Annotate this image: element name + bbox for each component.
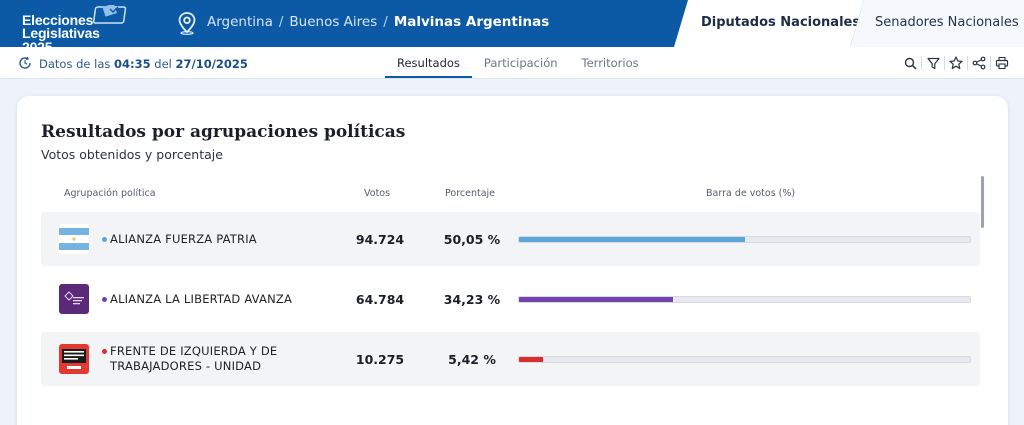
breadcrumb-district: Malvinas Argentinas — [393, 14, 550, 30]
filter-icon[interactable] — [925, 55, 941, 71]
vote-bar-track — [518, 236, 971, 243]
percent-value: 5,42 % — [448, 352, 496, 367]
breadcrumb: Argentina / Buenos Aires / Malvinas Arge… — [207, 14, 549, 30]
percent-value: 50,05 % — [443, 232, 501, 247]
search-icon[interactable] — [902, 55, 918, 71]
breadcrumb-province[interactable]: Buenos Aires — [289, 14, 378, 30]
timestamp-time: 04:35 — [114, 57, 151, 71]
scrollbar-thumb[interactable] — [981, 176, 984, 228]
elecciones-logo[interactable]: Elecciones Legislativas 2025 — [22, 5, 132, 54]
timestamp-prefix: Datos de las — [39, 57, 111, 71]
toolbar-divider — [990, 56, 991, 70]
vote-bar-fill — [519, 357, 544, 362]
timestamp-mid: del — [154, 57, 172, 71]
location-pin-icon — [178, 12, 196, 35]
star-icon[interactable] — [948, 55, 964, 71]
section-nav: Resultados Participación Territorios — [385, 47, 651, 78]
column-header-party: Agrupación política — [64, 188, 156, 199]
column-header-bar: Barra de votos (%) — [706, 188, 796, 199]
tab-label: Senadores Nacionales — [875, 15, 1019, 30]
frente-izquierda-logo-icon — [59, 344, 89, 374]
share-icon[interactable] — [971, 55, 987, 71]
libertad-avanza-logo-icon — [59, 284, 89, 314]
tab-senadores-nacionales[interactable]: Senadores Nacionales — [850, 0, 1024, 47]
table-row: FRENTE DE IZQUIERDA Y DE TRABAJADORES - … — [41, 332, 980, 386]
breadcrumb-separator: / — [383, 14, 388, 30]
votes-value: 64.784 — [355, 292, 405, 307]
percent-value: 34,23 % — [443, 292, 501, 307]
argentina-flag-icon — [59, 224, 89, 254]
votes-value: 94.724 — [355, 232, 405, 247]
print-icon[interactable] — [994, 55, 1010, 71]
tab-label: Diputados Nacionales — [701, 15, 861, 30]
tab-diputados-nacionales[interactable]: Diputados Nacionales — [674, 0, 864, 47]
party-name-line: TRABAJADORES - UNIDAD — [110, 359, 262, 373]
party-name: ALIANZA FUERZA PATRIA — [110, 232, 257, 246]
tab-participacion[interactable]: Participación — [483, 56, 558, 70]
breadcrumb-country[interactable]: Argentina — [207, 14, 273, 30]
vote-bar-fill — [519, 297, 674, 302]
column-header-percent: Porcentaje — [445, 188, 496, 199]
party-name: ALIANZA LA LIBERTAD AVANZA — [110, 292, 293, 306]
top-bar: Elecciones Legislativas 2025 Argentina /… — [0, 0, 1024, 54]
party-color-dot — [102, 237, 107, 242]
refresh-clock-icon — [19, 56, 31, 69]
results-card: Resultados por agrupaciones políticas Vo… — [17, 96, 1008, 425]
party-name: FRENTE DE IZQUIERDA Y DE TRABAJADORES - … — [110, 344, 277, 374]
party-color-dot — [102, 297, 107, 302]
tab-territorios[interactable]: Territorios — [581, 56, 639, 70]
votes-value: 10.275 — [355, 352, 405, 367]
card-title: Resultados por agrupaciones políticas — [41, 122, 406, 142]
logo-title: Elecciones — [22, 12, 94, 28]
vote-bar-fill — [519, 237, 745, 242]
party-color-dot — [102, 349, 107, 354]
vote-bar-track — [518, 356, 971, 363]
vote-bar-track — [518, 296, 971, 303]
breadcrumb-separator: / — [278, 14, 284, 30]
column-header-votes: Votos — [364, 188, 391, 199]
card-subtitle: Votos obtenidos y porcentaje — [41, 147, 223, 162]
ballot-box-icon — [92, 5, 127, 24]
sub-bar: Datos de las 04:35 del 27/10/2025 Result… — [0, 47, 1024, 79]
toolbar-divider — [944, 56, 945, 70]
tab-resultados[interactable]: Resultados — [385, 47, 472, 78]
party-name-line: FRENTE DE IZQUIERDA Y DE — [110, 344, 278, 358]
table-row: ALIANZA FUERZA PATRIA 94.724 50,05 % — [41, 212, 980, 266]
timestamp-date: 27/10/2025 — [175, 57, 248, 71]
data-timestamp: Datos de las 04:35 del 27/10/2025 — [39, 57, 248, 71]
table-row: ALIANZA LA LIBERTAD AVANZA 64.784 34,23 … — [41, 272, 980, 326]
toolbar-divider — [967, 56, 968, 70]
toolbar-divider — [921, 56, 922, 70]
toolbar — [892, 55, 1010, 71]
